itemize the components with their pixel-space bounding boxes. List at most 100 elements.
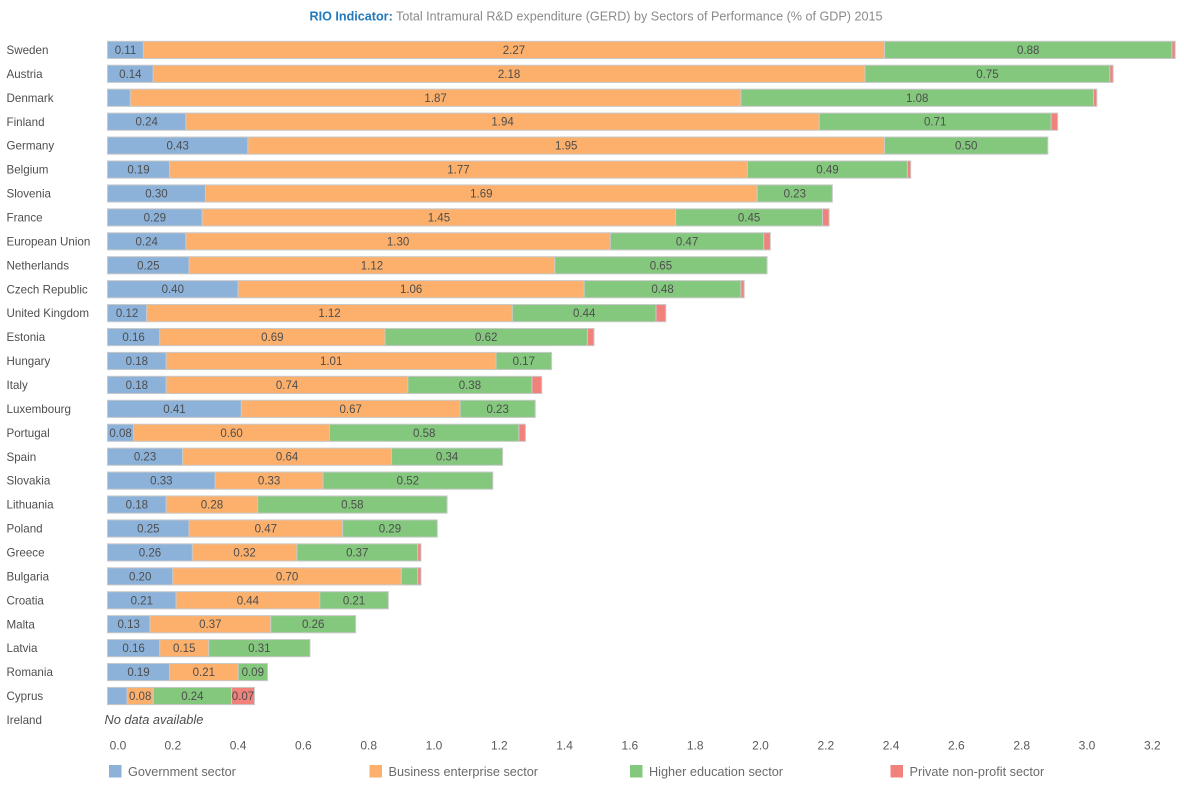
svg-text:Greece: Greece [7,547,45,560]
svg-text:0.75: 0.75 [976,69,998,81]
svg-text:0.25: 0.25 [137,260,159,272]
svg-text:1.6: 1.6 [622,739,639,753]
svg-text:0.07: 0.07 [232,691,254,703]
svg-text:2.18: 2.18 [498,69,520,81]
svg-text:0.20: 0.20 [129,571,151,583]
svg-text:0.47: 0.47 [255,524,277,536]
svg-text:RIO Indicator: Total Intramura: RIO Indicator: Total Intramural R&D expe… [310,10,883,24]
svg-text:2.2: 2.2 [817,739,834,753]
svg-text:2.27: 2.27 [503,45,525,57]
svg-text:Estonia: Estonia [7,331,46,344]
svg-text:2.4: 2.4 [883,739,900,753]
svg-text:European Union: European Union [7,235,91,248]
svg-text:0.41: 0.41 [163,404,185,416]
svg-text:Lithuania: Lithuania [7,499,55,512]
svg-text:Slovakia: Slovakia [7,475,51,488]
svg-text:Government sector: Government sector [128,765,237,779]
svg-text:Denmark: Denmark [7,92,54,105]
svg-text:0.49: 0.49 [816,165,838,177]
svg-text:0.34: 0.34 [436,452,459,464]
svg-text:0.0: 0.0 [110,739,127,753]
svg-text:Higher education sector: Higher education sector [649,765,784,779]
svg-text:0.12: 0.12 [116,308,138,320]
svg-text:0.21: 0.21 [343,595,365,607]
svg-text:Austria: Austria [7,68,44,81]
svg-text:0.58: 0.58 [413,428,435,440]
svg-text:0.37: 0.37 [346,547,368,559]
svg-text:1.2: 1.2 [491,739,508,753]
svg-text:0.45: 0.45 [738,212,760,224]
svg-text:0.26: 0.26 [302,619,324,631]
svg-text:0.74: 0.74 [276,380,299,392]
svg-text:Germany: Germany [7,140,55,153]
svg-text:Portugal: Portugal [7,427,50,440]
svg-text:0.21: 0.21 [131,595,153,607]
svg-text:1.45: 1.45 [428,212,450,224]
svg-text:0.18: 0.18 [126,356,148,368]
svg-text:0.23: 0.23 [134,452,156,464]
svg-text:0.23: 0.23 [784,189,806,201]
svg-text:No data available: No data available [105,712,204,727]
svg-text:1.12: 1.12 [361,260,383,272]
svg-text:0.21: 0.21 [193,667,215,679]
svg-text:0.29: 0.29 [144,212,166,224]
svg-text:0.18: 0.18 [126,500,148,512]
svg-text:0.88: 0.88 [1017,45,1039,57]
svg-text:0.48: 0.48 [651,284,673,296]
svg-text:0.69: 0.69 [261,332,283,344]
svg-text:1.94: 1.94 [491,117,514,129]
svg-text:1.8: 1.8 [687,739,704,753]
svg-text:3.0: 3.0 [1079,739,1096,753]
svg-text:Hungary: Hungary [7,355,51,368]
svg-text:0.08: 0.08 [129,691,151,703]
svg-text:0.47: 0.47 [676,236,698,248]
svg-text:1.77: 1.77 [447,165,469,177]
svg-text:1.69: 1.69 [470,189,492,201]
svg-text:0.16: 0.16 [122,643,144,655]
svg-text:1.12: 1.12 [318,308,340,320]
svg-text:0.8: 0.8 [360,739,377,753]
svg-text:0.44: 0.44 [573,308,596,320]
svg-text:1.0: 1.0 [426,739,443,753]
svg-text:0.40: 0.40 [162,284,184,296]
svg-text:Czech Republic: Czech Republic [7,283,88,296]
svg-text:Spain: Spain [7,451,37,464]
svg-text:Private non-profit sector: Private non-profit sector [910,765,1045,779]
svg-text:0.23: 0.23 [486,404,508,416]
svg-text:Latvia: Latvia [7,642,38,655]
svg-text:0.44: 0.44 [237,595,260,607]
svg-text:0.19: 0.19 [127,667,149,679]
svg-text:0.64: 0.64 [276,452,299,464]
svg-text:1.4: 1.4 [556,739,573,753]
svg-text:2.0: 2.0 [752,739,769,753]
svg-text:1.95: 1.95 [555,141,577,153]
svg-text:Slovenia: Slovenia [7,188,52,201]
svg-text:Cyprus: Cyprus [7,690,44,703]
svg-text:1.01: 1.01 [320,356,342,368]
svg-text:United Kingdom: United Kingdom [7,307,90,320]
svg-text:0.08: 0.08 [109,428,131,440]
svg-text:0.15: 0.15 [173,643,195,655]
svg-text:0.26: 0.26 [139,547,161,559]
svg-text:0.31: 0.31 [248,643,270,655]
svg-text:Netherlands: Netherlands [7,259,70,272]
svg-text:Belgium: Belgium [7,164,49,177]
svg-text:1.87: 1.87 [424,93,446,105]
svg-text:0.17: 0.17 [513,356,535,368]
svg-text:0.24: 0.24 [135,117,158,129]
svg-text:0.58: 0.58 [341,500,363,512]
svg-text:0.11: 0.11 [115,45,137,57]
svg-text:0.70: 0.70 [276,571,298,583]
svg-text:0.60: 0.60 [220,428,242,440]
svg-text:0.43: 0.43 [167,141,189,153]
svg-text:Poland: Poland [7,523,43,536]
svg-text:0.71: 0.71 [924,117,946,129]
svg-text:Sweden: Sweden [7,44,49,57]
svg-text:Luxembourg: Luxembourg [7,403,71,416]
svg-text:0.32: 0.32 [233,547,255,559]
svg-text:0.18: 0.18 [126,380,148,392]
svg-text:0.30: 0.30 [145,189,167,201]
svg-text:France: France [7,212,43,225]
svg-text:0.24: 0.24 [181,691,204,703]
svg-text:Romania: Romania [7,666,54,679]
